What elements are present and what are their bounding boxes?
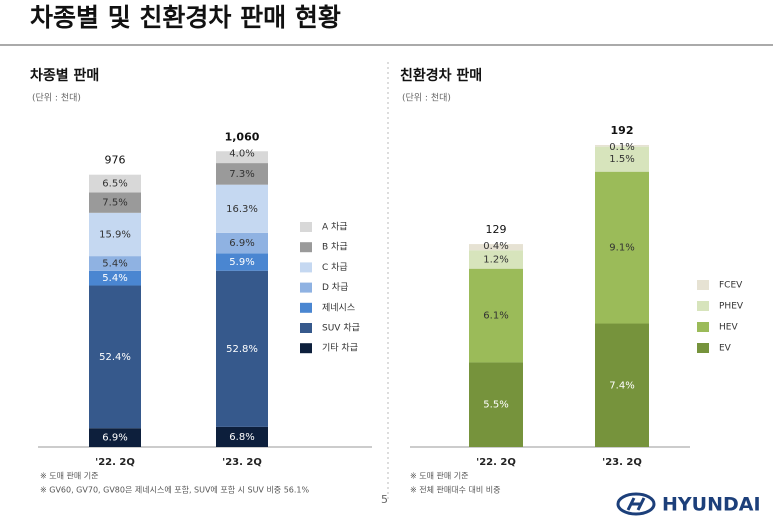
value-label: 16.3% xyxy=(226,204,258,215)
bar-segment xyxy=(595,144,649,147)
value-label: 0.4% xyxy=(483,241,508,252)
legend-label: 기타 차급 xyxy=(322,342,358,354)
page-title: 차종별 및 친환경차 판매 현황 xyxy=(30,3,341,32)
bar-segment xyxy=(89,270,141,286)
legend-swatch xyxy=(697,343,709,353)
total-label: 129 xyxy=(486,223,507,236)
logo-mark xyxy=(616,492,656,516)
bar-segment xyxy=(89,174,141,193)
unit-label: (단위 : 천대) xyxy=(402,93,451,104)
value-label: 5.9% xyxy=(229,257,254,268)
legend-label: D 차급 xyxy=(322,281,348,293)
bar-segment xyxy=(469,244,523,251)
chart-title: 친환경차 판매 xyxy=(400,67,482,84)
footnote: ※ 도매 판매 기준 xyxy=(40,472,99,481)
x-tick-label: '22. 2Q xyxy=(476,457,516,468)
value-label: 52.4% xyxy=(99,352,131,363)
legend-label: HEV xyxy=(719,323,738,333)
bar-segment xyxy=(469,250,523,269)
value-label: 7.5% xyxy=(102,198,127,209)
bar-segment xyxy=(89,428,141,447)
value-label: 4.0% xyxy=(229,148,254,159)
bar-segment xyxy=(89,192,141,213)
unit-label: (단위 : 천대) xyxy=(32,93,81,104)
legend-label: EV xyxy=(719,344,732,354)
value-label: 9.1% xyxy=(609,243,634,254)
value-label: 5.4% xyxy=(102,273,127,284)
bar-segment xyxy=(89,212,141,257)
bar-segment xyxy=(89,256,141,271)
bar-segment xyxy=(216,253,268,271)
legend-swatch xyxy=(697,280,709,290)
value-label: 6.5% xyxy=(102,179,127,190)
page-number: 5 xyxy=(381,493,388,506)
footnote: ※ 전체 판매대수 대비 비중 xyxy=(410,485,500,495)
total-label: 976 xyxy=(105,154,126,167)
value-label: 6.9% xyxy=(102,433,127,444)
legend-label: SUV 차급 xyxy=(322,322,360,334)
logo-h xyxy=(626,497,646,511)
bar-segment xyxy=(216,184,268,233)
bar-segment xyxy=(469,268,523,363)
legend-label: FCEV xyxy=(719,281,743,291)
x-tick-label: '22. 2Q xyxy=(95,457,135,468)
legend-label: PHEV xyxy=(719,302,744,312)
bar-segment xyxy=(595,171,649,324)
value-label: 52.8% xyxy=(226,344,258,355)
bar-segment xyxy=(595,323,649,447)
value-label: 7.4% xyxy=(609,380,634,391)
legend-swatch xyxy=(697,322,709,332)
legend-swatch xyxy=(300,282,312,293)
footnote: ※ 도매 판매 기준 xyxy=(410,472,469,481)
bar-segment xyxy=(216,426,268,447)
bar-segment xyxy=(216,232,268,254)
x-tick-label: '23. 2Q xyxy=(602,457,642,468)
value-label: 1.5% xyxy=(609,154,634,165)
chart-title: 차종별 판매 xyxy=(30,67,99,84)
bar-segment xyxy=(595,146,649,172)
logo: HYUNDAI xyxy=(616,492,761,516)
legend-swatch xyxy=(300,242,312,253)
legend-label: 제네시스 xyxy=(322,302,355,313)
total-label: 192 xyxy=(611,124,634,137)
legend-swatch xyxy=(697,301,709,311)
value-label: 1.2% xyxy=(483,254,508,265)
value-label: 6.8% xyxy=(229,432,254,443)
bar-segment xyxy=(89,285,141,429)
bar-segment xyxy=(469,362,523,447)
total-label: 1,060 xyxy=(225,130,260,143)
legend-swatch xyxy=(300,262,312,273)
legend-label: C 차급 xyxy=(322,261,348,273)
x-tick-label: '23. 2Q xyxy=(222,457,262,468)
legend-swatch xyxy=(300,302,312,313)
legend-label: A 차급 xyxy=(322,221,348,233)
value-label: 15.9% xyxy=(99,229,131,240)
legend-label: B 차급 xyxy=(322,241,348,253)
value-label: 6.1% xyxy=(483,311,508,322)
legend-swatch xyxy=(300,323,312,333)
value-label: 0.1% xyxy=(609,142,634,153)
bar-segment xyxy=(216,270,268,427)
legend-swatch xyxy=(300,343,312,354)
logo-text: HYUNDAI xyxy=(662,494,761,516)
legend-swatch xyxy=(300,222,312,232)
value-label: 6.9% xyxy=(229,238,254,249)
value-label: 7.3% xyxy=(229,169,254,180)
bar-segment xyxy=(216,151,268,164)
footnote: ※ GV60, GV70, GV80은 제네시스에 포함, SUV에 포함 시 … xyxy=(40,486,310,495)
value-label: 5.5% xyxy=(483,400,508,411)
value-label: 5.4% xyxy=(102,258,127,269)
bar-segment xyxy=(216,163,268,185)
